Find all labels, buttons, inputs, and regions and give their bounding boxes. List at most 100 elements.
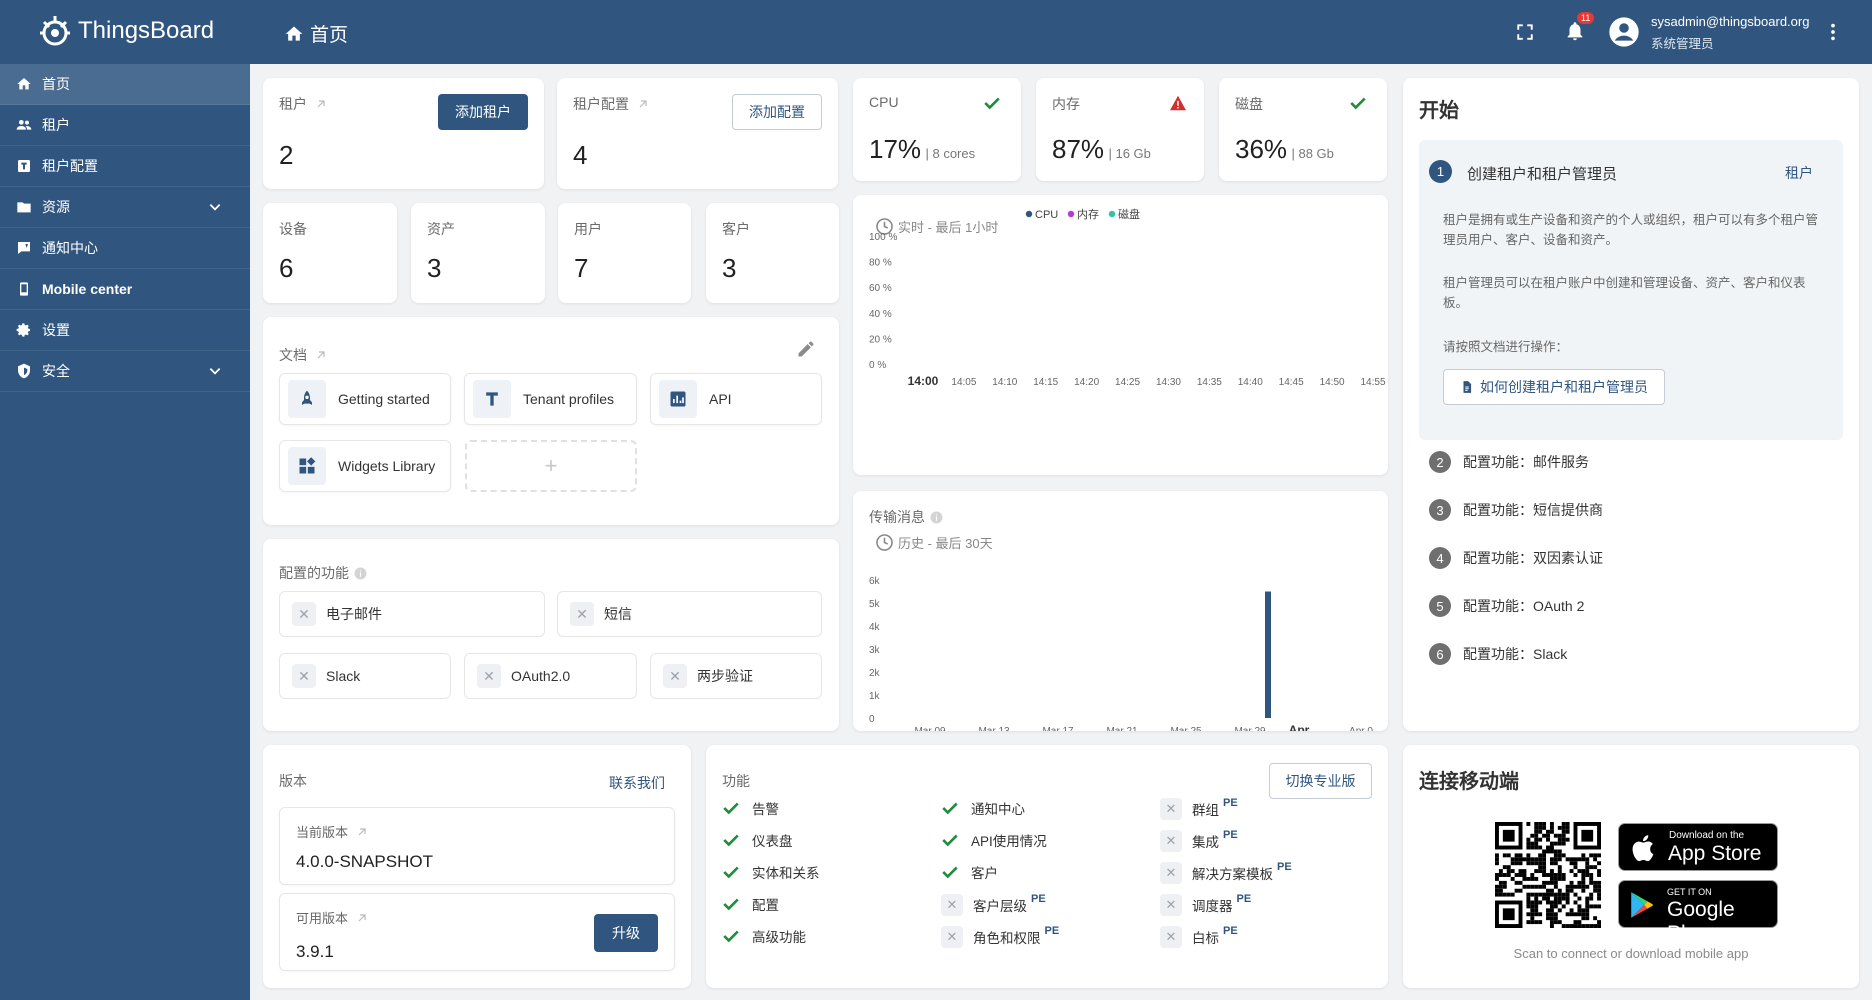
customers-count: 3 [722, 253, 737, 283]
check-icon [722, 895, 740, 913]
function-label: 实体和关系 [752, 866, 820, 881]
qr-module [1577, 904, 1582, 909]
tenant-profiles-card[interactable]: 租户配置 4 添加配置 [557, 78, 838, 189]
x-tick-label: 14:05 [951, 377, 976, 388]
qr-module [1526, 896, 1531, 901]
switch-to-pe-button[interactable]: 切换专业版 [1269, 763, 1372, 799]
legend-label[interactable]: CPU [1035, 209, 1058, 221]
sidebar-item-settings[interactable]: 设置 [0, 310, 250, 351]
y-tick-label: 60 % [869, 283, 892, 294]
edit-icon[interactable] [796, 339, 816, 359]
fullscreen-icon[interactable] [1516, 23, 1534, 41]
users-card[interactable]: 用户 7 [558, 203, 691, 303]
tenants-label: 租户 [279, 96, 307, 112]
info-icon [354, 567, 367, 579]
qr-module [1534, 845, 1539, 850]
qr-module [1530, 900, 1535, 905]
add-tenant-button[interactable]: 添加租户 [438, 94, 528, 130]
feature-two-factor[interactable]: ✕ 两步验证 [650, 653, 822, 699]
notifications-button[interactable]: 11 [1564, 12, 1595, 47]
x-tick-label: Mar 21 [1106, 726, 1138, 731]
sidebar-item-label: 安全 [42, 363, 70, 379]
doc-link-tenant-profiles[interactable]: Tenant profiles [464, 373, 637, 425]
memory-total: | 16 Gb [1108, 146, 1151, 161]
step-1-doc-button[interactable]: 如何创建租户和租户管理员 [1443, 369, 1665, 405]
sidebar-item-tenant-profiles[interactable]: 租户配置 [0, 146, 250, 187]
app-logo[interactable]: ThingsBoard [36, 12, 214, 50]
available-version-label: 可用版本 [296, 911, 349, 926]
sidebar-item-notification-center[interactable]: 通知中心 [0, 228, 250, 269]
doc-link-api[interactable]: API [650, 373, 822, 425]
check-icon [1350, 97, 1366, 110]
sidebar-item-security[interactable]: 安全 [0, 351, 250, 392]
qr-module [1557, 865, 1562, 870]
qr-module [1597, 892, 1601, 897]
qr-module [1553, 849, 1558, 854]
sidebar-item-mobile-center[interactable]: Mobile center [0, 269, 250, 310]
open-link-icon[interactable] [356, 912, 368, 924]
x-tick-label: 14:35 [1197, 377, 1222, 388]
sidebar-item-home[interactable]: 首页 [0, 64, 250, 105]
qr-module [1553, 896, 1558, 901]
sidebar-item-label: 资源 [42, 199, 70, 215]
qr-module [1585, 912, 1590, 917]
doc-link-getting-started[interactable]: Getting started [279, 373, 451, 425]
legend-label[interactable]: 磁盘 [1118, 207, 1140, 221]
open-link-icon[interactable] [356, 826, 368, 838]
step-5-oauth2[interactable]: 5 配置功能：OAuth 2 [1429, 595, 1584, 617]
qr-module [1565, 912, 1570, 917]
step-2-mail-server[interactable]: 2 配置功能：邮件服务 [1429, 451, 1589, 473]
feature-label: 两步验证 [697, 668, 753, 684]
qr-module [1561, 837, 1566, 842]
legend-label[interactable]: 内存 [1077, 207, 1099, 221]
step-3-sms-provider[interactable]: 3 配置功能：短信提供商 [1429, 499, 1603, 521]
app-store-button[interactable]: Download on the App Store [1618, 823, 1778, 871]
y-tick-label: 3k [869, 645, 881, 656]
feature-oauth2[interactable]: ✕ OAuth2.0 [464, 653, 637, 699]
assets-card[interactable]: 资产 3 [411, 203, 545, 303]
feature-sms[interactable]: ✕ 短信 [557, 591, 822, 637]
open-link-icon[interactable] [315, 98, 327, 110]
google-play-button[interactable]: GET IT ON Google Play [1618, 880, 1778, 945]
realtime-line-chart: CPU 内存 磁盘 100 % 80 % 60 % 40 % 20 % 0 % 14:00 14:0… [869, 207, 1386, 388]
qr-module [1534, 861, 1539, 866]
upgrade-button[interactable]: 升级 [594, 914, 658, 952]
add-doc-link-button[interactable]: + [465, 440, 637, 492]
feature-slack[interactable]: ✕ Slack [279, 653, 451, 699]
account-icon[interactable] [1608, 16, 1640, 48]
sidebar-item-tenants[interactable]: 租户 [0, 105, 250, 146]
qr-module [1585, 896, 1590, 901]
qr-module [1549, 857, 1554, 862]
y-tick-label: 0 [869, 714, 875, 725]
qr-module [1581, 924, 1586, 928]
doc-link-widgets-library[interactable]: Widgets Library [279, 440, 451, 492]
qr-module [1569, 857, 1574, 862]
page-title: 首页 [310, 25, 349, 46]
more-vert-icon[interactable] [1822, 21, 1844, 43]
tenants-card[interactable]: 租户 2 添加租户 [263, 78, 544, 189]
step-1-tenants-link[interactable]: 租户 [1785, 165, 1813, 181]
qr-module [1526, 900, 1531, 905]
qr-module [1553, 904, 1558, 909]
step-4-two-factor[interactable]: 4 配置功能：双因素认证 [1429, 547, 1603, 569]
contact-us-link[interactable]: 联系我们 [609, 775, 665, 791]
open-link-icon[interactable] [315, 349, 327, 361]
qr-module [1573, 900, 1578, 905]
devices-card[interactable]: 设备 6 [263, 203, 397, 303]
check-icon [722, 863, 740, 881]
home-icon [17, 78, 31, 90]
qr-module [1542, 857, 1547, 862]
qr-module [1553, 880, 1558, 885]
qr-module [1573, 873, 1578, 877]
customers-card[interactable]: 客户 3 [706, 203, 839, 303]
open-link-icon[interactable] [637, 98, 649, 110]
qr-module [1593, 884, 1598, 889]
feature-email[interactable]: ✕ 电子邮件 [279, 591, 545, 637]
step-6-slack[interactable]: 6 配置功能：Slack [1429, 643, 1567, 665]
qr-code[interactable] [1495, 822, 1601, 928]
qr-module [1573, 892, 1578, 897]
function-item: 实体和关系 [722, 862, 820, 882]
devices-label: 设备 [279, 221, 307, 237]
add-profile-button[interactable]: 添加配置 [732, 94, 822, 130]
sidebar-item-resources[interactable]: 资源 [0, 187, 250, 228]
